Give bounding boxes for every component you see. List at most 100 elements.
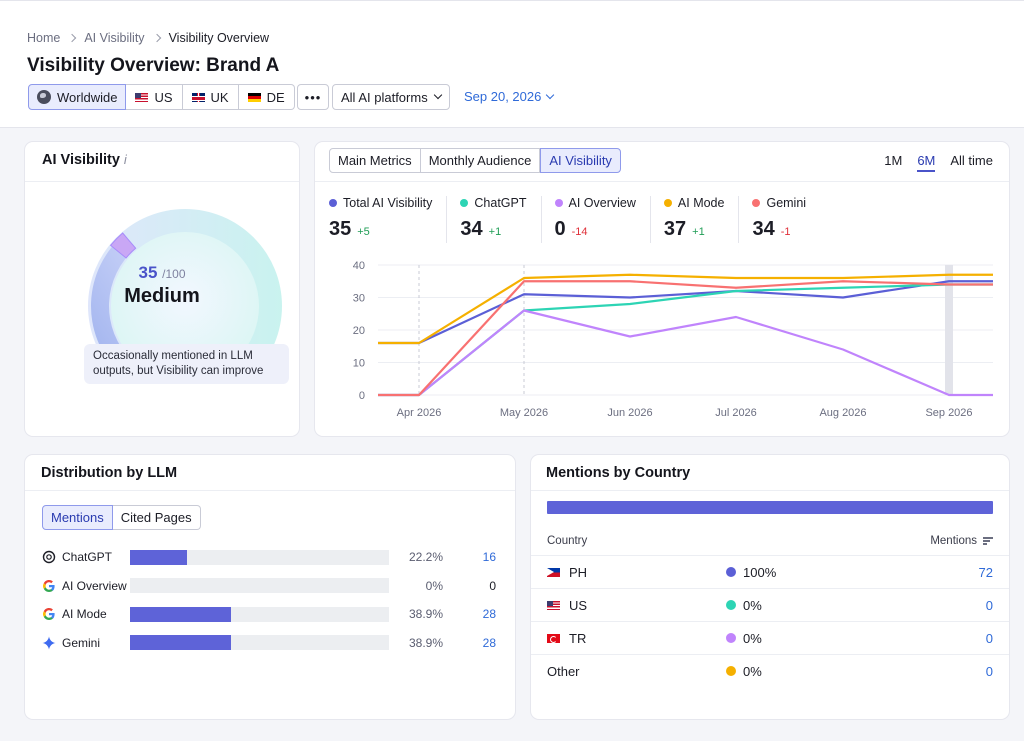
metric-label: Total AI Visibility xyxy=(329,196,432,210)
page-title: Visibility Overview: Brand A xyxy=(27,55,280,76)
llm-count-link[interactable]: 28 xyxy=(482,635,496,650)
llm-count-link[interactable]: 28 xyxy=(482,607,496,622)
country-mentions-link[interactable]: 0 xyxy=(985,630,993,646)
chevron-right-icon xyxy=(152,33,161,43)
gauge-inner xyxy=(111,232,259,380)
breadcrumb: Home AI Visibility Visibility Overview xyxy=(27,31,269,45)
metric-gemini[interactable]: Gemini 34 -1 xyxy=(752,196,820,243)
country-share-value: 100% xyxy=(743,564,777,580)
country-share: 100% xyxy=(726,565,776,580)
llm-row[interactable]: AI Overview 0% 0 xyxy=(41,572,501,601)
breadcrumb-home[interactable]: Home xyxy=(27,31,61,45)
llm-share-bar xyxy=(130,549,389,565)
breadcrumb-ai-visibility[interactable]: AI Visibility xyxy=(84,31,145,45)
llm-row[interactable]: ChatGPT 22.2% 16 xyxy=(41,543,501,572)
metric-value: 34 +1 xyxy=(460,218,526,241)
breadcrumb-current: Visibility Overview xyxy=(168,31,270,45)
share-dot-icon xyxy=(726,633,736,643)
column-mentions[interactable]: Mentions xyxy=(930,535,993,547)
llm-tabs: Mentions Cited Pages xyxy=(42,505,201,531)
y-tick-label: 10 xyxy=(353,358,365,370)
location-de-button[interactable]: DE xyxy=(238,84,295,110)
metric-delta: -1 xyxy=(780,226,791,238)
info-icon[interactable]: i xyxy=(123,152,127,167)
range-tab-6m[interactable]: 6M xyxy=(917,153,936,172)
more-locations-button[interactable]: ••• xyxy=(296,84,330,110)
hover-cursor[interactable] xyxy=(945,265,953,395)
platform-select-label: All AI platforms xyxy=(341,89,428,105)
series-dot-icon xyxy=(752,199,761,207)
llm-name: ChatGPT xyxy=(62,550,113,565)
country-share-value: 0% xyxy=(743,663,762,679)
llm-share-bar-fill xyxy=(130,635,231,651)
metric-ai-mode[interactable]: AI Mode 37 +1 xyxy=(663,196,740,243)
country-row[interactable]: US 0% 0 xyxy=(531,588,1009,621)
x-tick-label: May 2026 xyxy=(500,407,548,419)
tab-ai-visibility[interactable]: AI Visibility xyxy=(540,148,621,173)
llm-name: AI Mode xyxy=(62,607,107,622)
country-row[interactable]: TR 0% 0 xyxy=(531,621,1009,654)
location-worldwide-button[interactable]: Worldwide xyxy=(28,84,127,110)
sort-icon[interactable] xyxy=(983,537,993,545)
x-tick-label: Jun 2026 xyxy=(607,407,652,419)
country-mentions-link[interactable]: 0 xyxy=(985,597,993,613)
x-tick-label: Aug 2026 xyxy=(819,407,866,419)
range-tab-all-time[interactable]: All time xyxy=(950,153,993,168)
llm-card-title: Distribution by LLM xyxy=(41,465,178,481)
tab-cited-pages[interactable]: Cited Pages xyxy=(112,505,201,530)
country-row[interactable]: PH 100% 72 xyxy=(531,555,1009,588)
location-uk-button[interactable]: UK xyxy=(182,84,239,110)
divider xyxy=(531,490,1009,491)
llm-share-bar-fill xyxy=(130,606,231,622)
series-line-ai-overview[interactable] xyxy=(378,309,993,397)
country-mentions-link[interactable]: 72 xyxy=(978,564,993,580)
gemini-icon xyxy=(41,635,57,651)
location-label: Worldwide xyxy=(57,89,118,105)
series-line-gemini[interactable] xyxy=(378,280,993,397)
country-label: US xyxy=(569,597,588,613)
metric-value: 35 +5 xyxy=(329,218,432,241)
tr-flag-icon xyxy=(547,633,560,643)
chevron-down-icon xyxy=(546,90,555,99)
country-mentions-link[interactable]: 0 xyxy=(985,663,993,679)
tab-mentions[interactable]: Mentions xyxy=(42,505,113,530)
chatgpt-icon xyxy=(41,549,57,565)
llm-share-bar xyxy=(130,606,389,622)
metric-chatgpt[interactable]: ChatGPT 34 +1 xyxy=(460,196,542,243)
distribution-by-llm-card: Distribution by LLM Mentions Cited Pages… xyxy=(25,455,515,719)
tab-monthly-audience[interactable]: Monthly Audience xyxy=(420,148,541,173)
column-mentions-label: Mentions xyxy=(930,535,977,547)
metric-name: Total AI Visibility xyxy=(343,196,433,210)
series-dot-icon xyxy=(663,199,672,207)
llm-count-link: 0 xyxy=(489,578,496,593)
tab-main-metrics[interactable]: Main Metrics xyxy=(329,148,421,173)
google-icon xyxy=(41,578,57,594)
llm-count-link[interactable]: 16 xyxy=(482,550,496,565)
date-select[interactable]: Sep 20, 2026 xyxy=(464,89,555,104)
location-filter: Worldwide US UK DE ••• xyxy=(28,84,330,110)
gauge-score: 35 /100 xyxy=(138,263,186,282)
gauge-note: Occasionally mentioned in LLM outputs, b… xyxy=(84,344,289,384)
llm-row[interactable]: AI Mode 38.9% 28 xyxy=(41,600,501,629)
location-us-button[interactable]: US xyxy=(126,84,183,110)
country-name: Other xyxy=(547,664,580,679)
visibility-gauge xyxy=(88,209,282,382)
y-tick-label: 40 xyxy=(353,260,365,272)
metric-ai-overview[interactable]: AI Overview 0 -14 xyxy=(554,196,651,243)
metric-number: 35 xyxy=(329,218,352,240)
metric-delta: -14 xyxy=(571,226,588,238)
ai-visibility-card: AI Visibility i 35 /100 Medium Occasional… xyxy=(25,142,299,436)
country-card-title: Mentions by Country xyxy=(546,465,691,481)
metric-number: 34 xyxy=(752,218,775,240)
platform-select[interactable]: All AI platforms xyxy=(332,84,450,110)
series-line-ai-mode[interactable] xyxy=(378,273,993,345)
llm-share-bar xyxy=(130,635,389,651)
share-dot-icon xyxy=(726,567,736,577)
range-tab-1m[interactable]: 1M xyxy=(884,153,903,168)
metric-name: AI Overview xyxy=(568,196,636,210)
mentions-by-country-card: Mentions by Country Country Mentions PH 1… xyxy=(531,455,1009,719)
country-row[interactable]: Other 0% 0 xyxy=(531,654,1009,687)
metric-total-ai-visibility[interactable]: Total AI Visibility 35 +5 xyxy=(329,196,448,243)
metric-name: AI Mode xyxy=(677,196,725,210)
llm-row[interactable]: Gemini 38.9% 28 xyxy=(41,629,501,658)
